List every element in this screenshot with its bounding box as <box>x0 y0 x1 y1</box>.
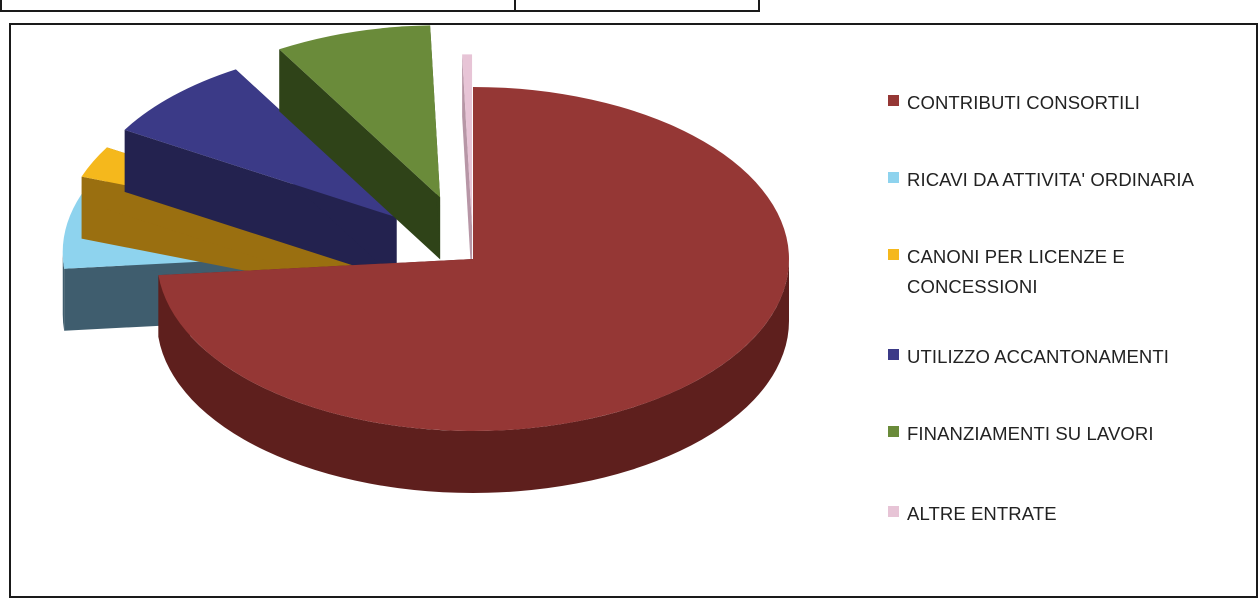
pie-slice <box>158 87 790 494</box>
pie-slice-top <box>124 69 397 218</box>
table-cell-divider <box>514 0 516 12</box>
legend-item-altre-entrate: ALTRE ENTRATE <box>888 499 1247 529</box>
legend-item-contributi-consortili: CONTRIBUTI CONSORTILI <box>888 88 1247 118</box>
legend-label: FINANZIAMENTI SU LAVORI <box>907 423 1154 444</box>
legend-label: RICAVI DA ATTIVITA' ORDINARIA <box>907 169 1195 190</box>
legend-swatch <box>888 172 899 183</box>
pie-slice-top <box>158 87 790 432</box>
legend-swatch <box>888 249 899 260</box>
legend-label: CANONI PER LICENZE E CONCESSIONI <box>907 246 1125 297</box>
legend-swatch <box>888 349 899 360</box>
legend-label: ALTRE ENTRATE <box>907 503 1057 524</box>
pie-slice-wall <box>124 129 397 280</box>
pie-slice-top <box>279 25 441 198</box>
legend-item-ricavi-attivita-ordinaria: RICAVI DA ATTIVITA' ORDINARIA <box>888 165 1247 195</box>
pie-chart <box>62 25 790 494</box>
pie-slice <box>462 54 473 289</box>
pie-slice-wall <box>462 54 473 289</box>
top-table-border <box>0 0 760 12</box>
pie-slice-wall <box>279 49 441 260</box>
pie-slice-side <box>158 259 790 494</box>
legend-swatch <box>888 426 899 437</box>
pie-slice <box>279 25 441 260</box>
legend-item-canoni-licenze-concessioni: CANONI PER LICENZE E CONCESSIONI <box>888 242 1177 302</box>
pie-slice <box>124 69 397 280</box>
legend-item-finanziamenti-su-lavori: FINANZIAMENTI SU LAVORI <box>888 419 1247 449</box>
legend-label: UTILIZZO ACCANTONAMENTI <box>907 346 1170 367</box>
chart-frame: CONTRIBUTI CONSORTILI RICAVI DA ATTIVITA… <box>9 23 1258 598</box>
legend-item-utilizzo-accantonamenti: UTILIZZO ACCANTONAMENTI <box>888 342 1247 372</box>
pie-slice-side <box>62 252 65 331</box>
legend-label: CONTRIBUTI CONSORTILI <box>907 92 1141 113</box>
legend-swatch <box>888 506 899 517</box>
pie-slice-top <box>462 54 473 227</box>
legend-swatch <box>888 95 899 106</box>
